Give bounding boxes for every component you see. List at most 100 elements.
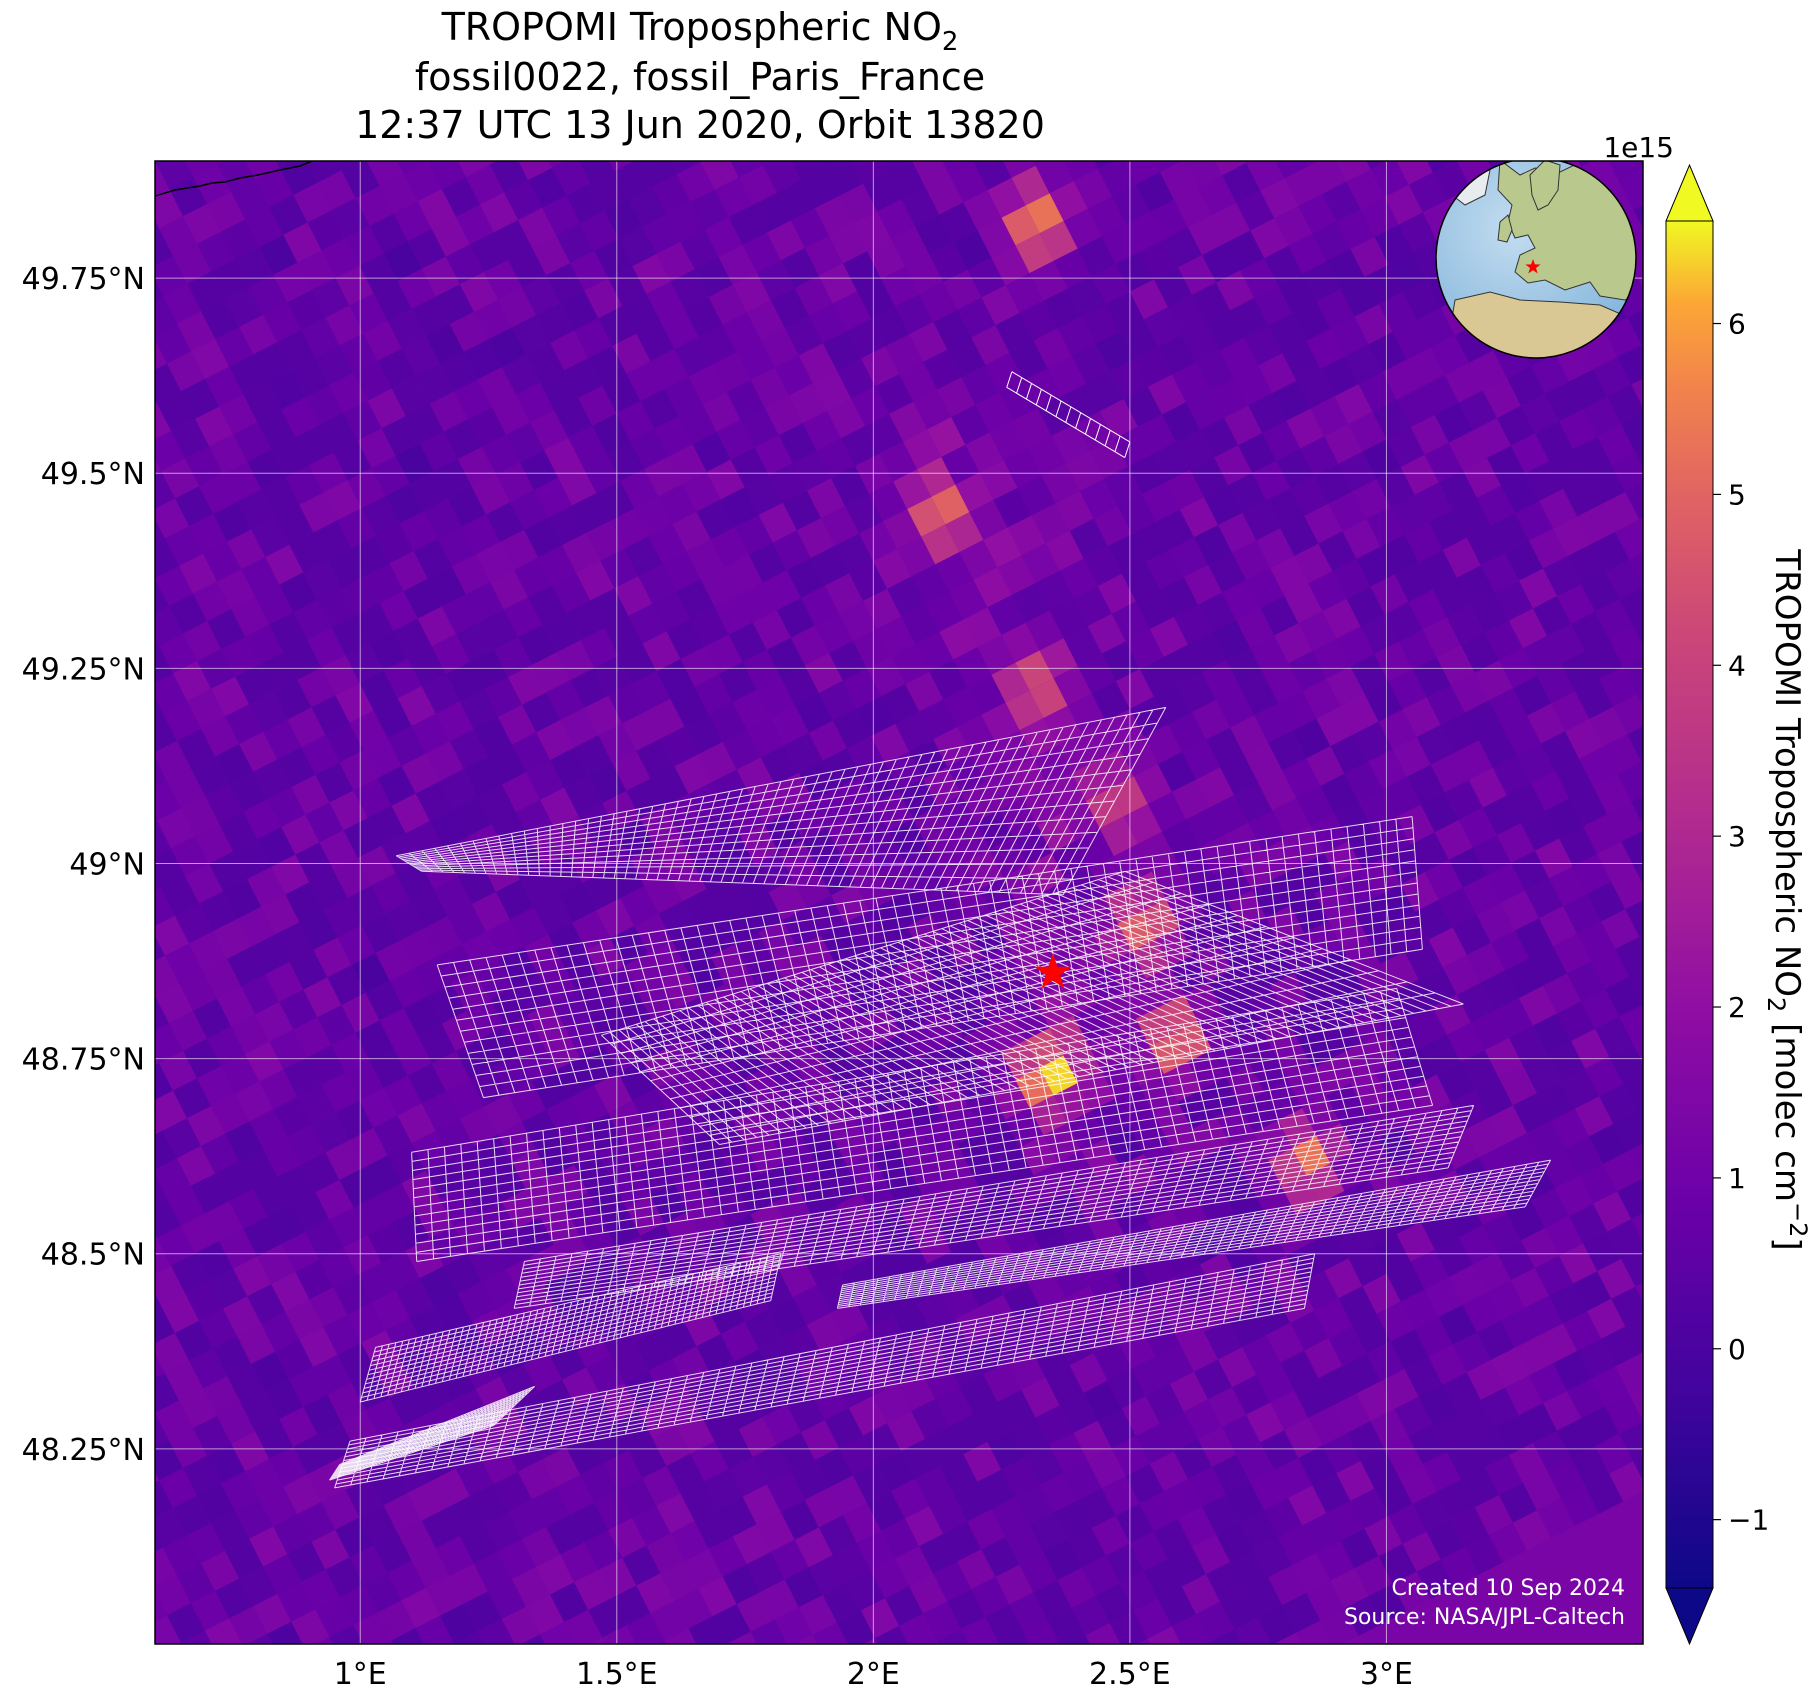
- no2-pixel: [421, 673, 460, 714]
- no2-pixel: [481, 434, 521, 475]
- no2-pixel: [1121, 1396, 1160, 1437]
- no2-pixel: [832, 708, 872, 749]
- no2-pixel: [846, 1570, 886, 1611]
- no2-pixel: [1408, 172, 1447, 213]
- no2-pixel: [166, 768, 206, 809]
- no2-pixel: [1368, 1583, 1407, 1624]
- no2-pixel: [511, 1566, 551, 1607]
- no2-pixel: [1575, 1096, 1614, 1137]
- no2-pixel: [195, 1658, 233, 1693]
- lon-tick-label: 1.5°E: [576, 1657, 658, 1692]
- no2-pixel: [1336, 209, 1375, 250]
- no2-pixel: [297, 1084, 336, 1125]
- no2-pixel: [720, 487, 759, 528]
- no2-pixel: [650, 1600, 689, 1641]
- no2-pixel: [1591, 531, 1630, 572]
- no2-pixel: [311, 695, 350, 736]
- no2-pixel: [837, 358, 876, 399]
- no2-pixel: [949, 162, 988, 203]
- no2-pixel: [317, 587, 356, 628]
- no2-pixel: [173, 243, 212, 284]
- no2-pixel: [552, 161, 591, 196]
- no2-pixel: [521, 1634, 545, 1644]
- no2-pixel: [676, 1413, 715, 1454]
- no2-pixel: [919, 1116, 958, 1157]
- no2-pixel: [804, 235, 844, 276]
- no2-pixel: [720, 1321, 759, 1362]
- no2-pixel: [1009, 1175, 1048, 1215]
- no2-pixel: [710, 527, 749, 568]
- no2-pixel: [1434, 402, 1473, 443]
- no2-pixel: [155, 363, 182, 404]
- no2-pixel: [349, 1545, 388, 1585]
- no2-pixel: [1617, 762, 1643, 802]
- no2-pixel: [1275, 161, 1309, 179]
- no2-pixel: [171, 1671, 209, 1693]
- no2-pixel: [1561, 1068, 1600, 1109]
- no2-pixel: [189, 513, 228, 554]
- no2-pixel: [1514, 1335, 1554, 1376]
- no2-pixel: [186, 1523, 226, 1564]
- no2-pixel: [744, 475, 783, 515]
- no2-pixel: [1085, 371, 1124, 412]
- no2-pixel: [931, 484, 970, 525]
- no2-pixel: [626, 778, 665, 819]
- no2-pixel: [1035, 570, 1074, 611]
- no2-pixel: [425, 741, 464, 782]
- no2-pixel: [1452, 1332, 1491, 1373]
- no2-pixel: [776, 1015, 815, 1055]
- no2-pixel: [1366, 1341, 1405, 1382]
- no2-pixel: [155, 955, 180, 996]
- no2-pixel: [1438, 887, 1477, 928]
- no2-pixel: [851, 386, 890, 427]
- no2-pixel: [1366, 506, 1405, 547]
- no2-pixel: [155, 161, 170, 196]
- no2-pixel: [1192, 282, 1231, 323]
- no2-pixel: [397, 686, 436, 727]
- no2-pixel: [521, 1527, 561, 1567]
- no2-pixel: [546, 1097, 585, 1138]
- no2-pixel: [586, 1355, 625, 1396]
- no2-pixel: [1422, 1451, 1461, 1492]
- no2-pixel: [243, 382, 282, 422]
- no2-pixel: [774, 355, 813, 396]
- no2-pixel: [538, 1379, 577, 1420]
- no2-pixel: [197, 648, 236, 689]
- no2-pixel: [369, 1048, 408, 1088]
- no2-pixel: [229, 1606, 268, 1644]
- no2-pixel: [401, 753, 440, 794]
- no2-pixel: [1256, 111, 1294, 151]
- no2-pixel: [1516, 743, 1556, 784]
- no2-pixel: [197, 231, 236, 272]
- no2-pixel: [820, 923, 860, 964]
- no2-pixel: [838, 601, 878, 641]
- no2-pixel: [1049, 181, 1088, 221]
- no2-pixel: [291, 1192, 330, 1233]
- no2-pixel: [1535, 421, 1574, 462]
- no2-pixel: [403, 996, 442, 1036]
- no2-pixel: [513, 1392, 553, 1432]
- no2-pixel: [945, 512, 984, 553]
- no2-pixel: [387, 1560, 426, 1601]
- no2-pixel: [680, 229, 719, 270]
- no2-pixel: [166, 1185, 206, 1226]
- no2-pixel: [1244, 1577, 1283, 1618]
- no2-pixel: [1023, 1619, 1060, 1644]
- no2-pixel: [981, 1119, 1020, 1160]
- no2-pixel: [1068, 1635, 1091, 1644]
- no2-pixel: [700, 161, 739, 190]
- no2-pixel: [989, 420, 1028, 461]
- no2-pixel: [1336, 626, 1375, 667]
- no2-pixel: [1296, 785, 1335, 826]
- no2-pixel: [1124, 161, 1160, 185]
- no2-pixel: [885, 751, 924, 792]
- no2-pixel: [776, 597, 815, 638]
- no2-pixel: [488, 161, 498, 165]
- no2-pixel: [1282, 1592, 1321, 1633]
- no2-pixel: [1077, 1488, 1116, 1529]
- no2-pixel: [1079, 478, 1118, 519]
- no2-pixel: [1067, 693, 1106, 734]
- no2-pixel: [1352, 1313, 1391, 1354]
- no2-pixel: [518, 161, 553, 181]
- no2-pixel: [1613, 1111, 1643, 1152]
